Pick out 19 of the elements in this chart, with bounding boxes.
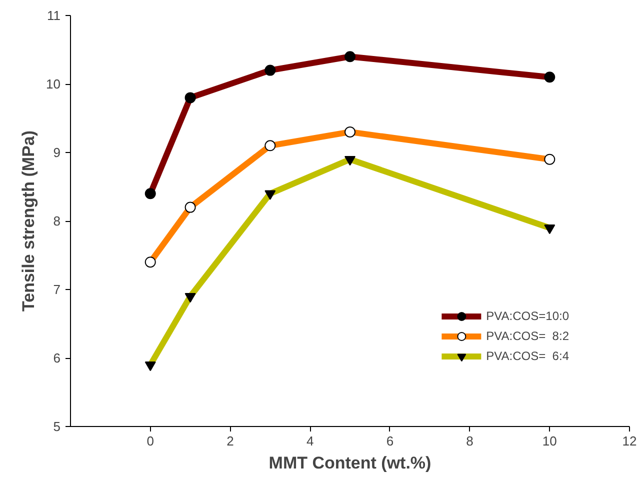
x-tick-label: 6 [386, 434, 394, 448]
x-tick-label: 8 [466, 434, 474, 448]
x-tick-label: 2 [226, 434, 234, 448]
x-tick-label: 10 [542, 434, 557, 448]
y-tick-label: 6 [53, 350, 61, 366]
y-tick-label: 11 [47, 8, 61, 23]
legend-label: PVA:COS=10:0 [486, 309, 569, 323]
legend-label: PVA:COS= 6:4 [486, 349, 569, 363]
y-tick-label: 8 [53, 214, 61, 228]
y-tick-label: 9 [53, 145, 61, 160]
y-tick-label: 10 [46, 76, 61, 92]
x-tick-label: 12 [622, 434, 637, 448]
x-axis-title: MMT Content (wt.%) [268, 454, 432, 472]
legend-label: PVA:COS= 8:2 [486, 329, 569, 343]
y-tick-label: 7 [53, 282, 61, 297]
y-tick-label: 5 [53, 419, 61, 434]
x-tick-label: 4 [306, 434, 314, 448]
y-axis-title: Tensile strength (MPa) [19, 130, 38, 312]
x-tick-label: 0 [146, 434, 154, 448]
